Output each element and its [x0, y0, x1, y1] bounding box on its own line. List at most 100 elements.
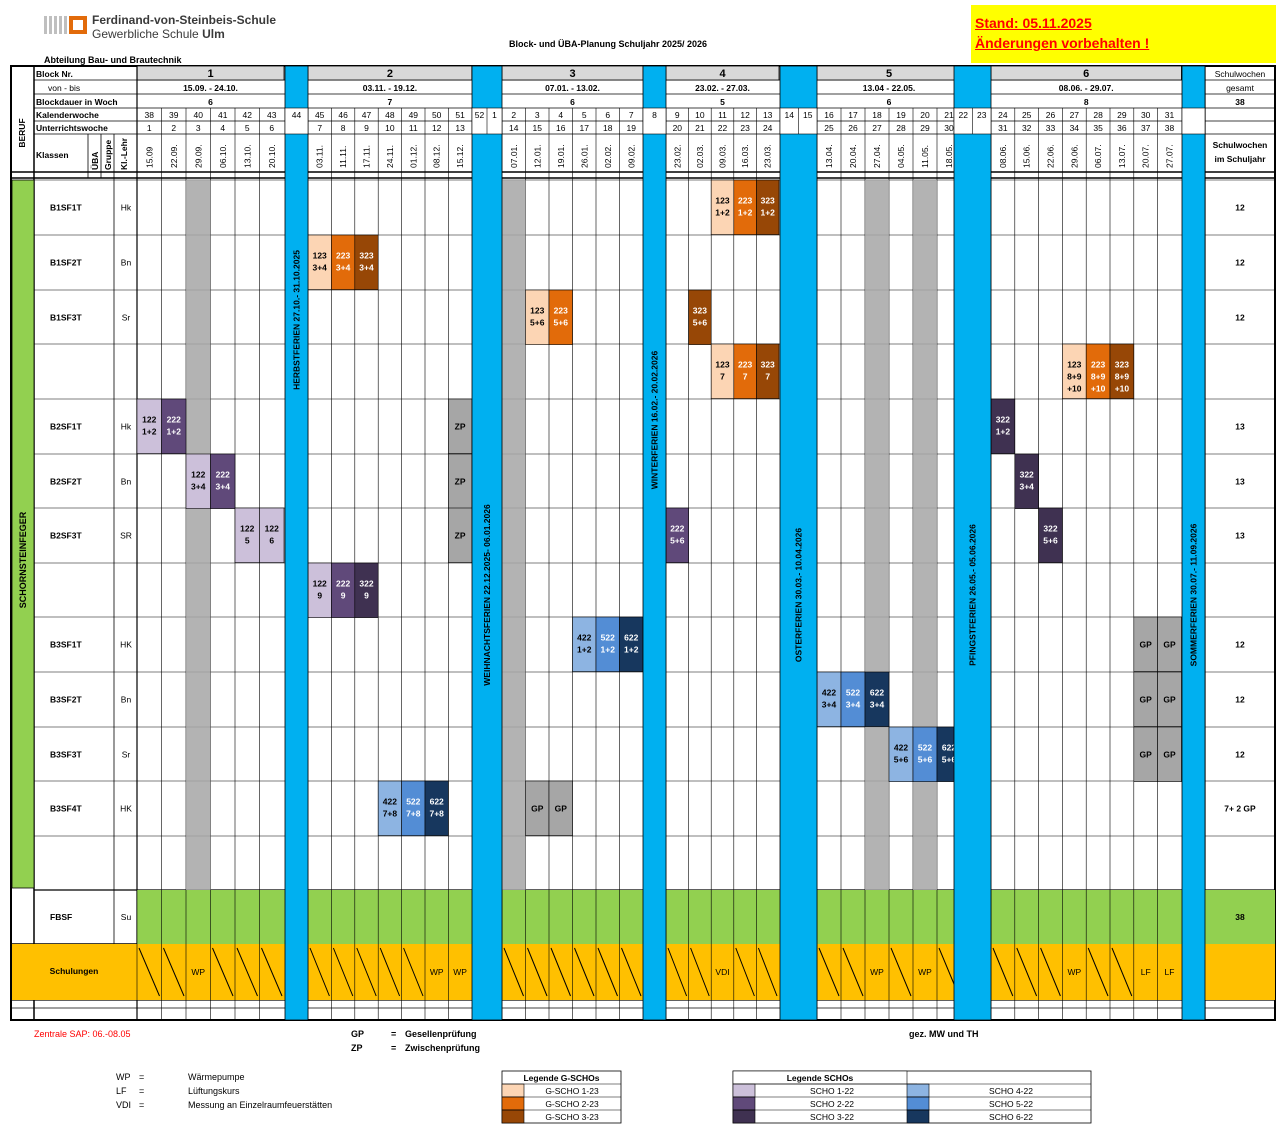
fbsf-teacher: Su [121, 912, 132, 922]
unterrichtswoche-value: 33 [1046, 123, 1056, 133]
class-teacher: SR [120, 530, 132, 540]
class-total-weeks: 7+ 2 GP [1224, 803, 1256, 813]
class-teacher: HK [120, 639, 132, 649]
school-subtitle: Gewerbliche Schule Ulm [92, 27, 225, 41]
cell-label: 323 [761, 195, 775, 205]
kalenderwoche-value: 39 [169, 110, 179, 120]
block-number: 4 [719, 68, 726, 80]
block-duration: 5 [720, 97, 725, 107]
cell-label: GP [531, 803, 544, 813]
gp-equals: = [391, 1029, 397, 1039]
schulung-slash [890, 947, 912, 997]
unterrichtswoche-value: 37 [1141, 123, 1151, 133]
kalenderwoche-value: 16 [824, 110, 834, 120]
cell-label: GP [1140, 749, 1153, 759]
schulung-slash [212, 947, 234, 997]
class-total-weeks: 13 [1235, 530, 1245, 540]
school-logo [44, 14, 88, 36]
schulung-slash [403, 947, 424, 997]
schedule-cell [888, 726, 914, 782]
cell-label: 422 [383, 796, 397, 806]
cell-label: 222 [670, 523, 684, 533]
cell-label-sub: 9 [364, 590, 369, 600]
cell-label-sub: 1+2 [760, 207, 775, 217]
cell-label: 522 [918, 742, 932, 752]
cell-label-sub: 3+4 [312, 262, 327, 272]
legend-s-label: SCHO 6-22 [989, 1112, 1033, 1122]
schulung-slash [356, 947, 377, 997]
class-teacher: Bn [121, 694, 132, 704]
kalenderwoche-value: 43 [267, 110, 277, 120]
week-date: 19.01. [556, 144, 566, 168]
week-date: 15.09 [144, 146, 154, 168]
kalenderwoche-value: 9 [675, 110, 680, 120]
week-date: 17.11. [362, 145, 372, 168]
cell-label: 222 [336, 578, 350, 588]
block-range: 03.11. - 19.12. [363, 83, 417, 93]
kalenderwoche-value: 27 [1070, 110, 1080, 120]
label-gruppe: Gruppe [103, 140, 113, 170]
schedule-cell [548, 780, 573, 836]
kalenderwoche-value: 41 [218, 110, 228, 120]
stand-box: Stand: 05.11.2025 Änderungen vorbehalten… [971, 5, 1276, 63]
block-duration: 6 [208, 97, 213, 107]
kalenderwoche-value: 47 [362, 110, 372, 120]
unterrichtswoche-value: 7 [317, 123, 322, 133]
class-total-weeks: 12 [1235, 694, 1245, 704]
cell-label-sub: 1+2 [996, 426, 1011, 436]
block-number: 5 [886, 68, 892, 80]
week-date: 02.03. [695, 144, 705, 168]
abbr-lf-eq: = [139, 1086, 145, 1096]
cell-label: 322 [1020, 469, 1034, 479]
schedule-cell [840, 671, 866, 727]
unterrichtswoche-value: 23 [740, 123, 750, 133]
week-date: 23.03. [763, 144, 773, 168]
schulung-slash [550, 947, 571, 997]
cell-label-sub: 3+4 [846, 699, 861, 709]
class-teacher: HK [120, 803, 132, 813]
kalenderwoche-value: 20 [920, 110, 930, 120]
zp-text: Zwischenprüfung [405, 1043, 480, 1053]
class-total-weeks: 13 [1235, 476, 1245, 486]
cell-label-sub: 7+8 [383, 808, 398, 818]
cell-label: 622 [624, 632, 638, 642]
fbsf-row [137, 890, 1205, 944]
class-teacher: Bn [121, 257, 132, 267]
block-range: 07.01. - 13.02. [545, 83, 600, 93]
label-schulwochen-gesamt2: gesamt [1226, 83, 1255, 93]
cell-label-sub: 3+4 [336, 262, 351, 272]
ferien-kw2: 23 [977, 110, 987, 120]
schulung-label: VDI [715, 967, 729, 977]
schulung-slash [735, 947, 755, 997]
schedule-cell [424, 780, 449, 836]
cell-label-sub: 9 [341, 590, 346, 600]
label-klassen: Klassen [36, 150, 69, 160]
ferien-label: WINTERFERIEN 16.02.- 20.02.2026 [650, 351, 660, 490]
schulung-label: WP [870, 967, 884, 977]
kalenderwoche-value: 30 [1141, 110, 1151, 120]
ferien-column [284, 65, 309, 1021]
zentrale-sap: Zentrale SAP: 06.-08.05 [34, 1029, 131, 1039]
cell-label: GP [555, 803, 568, 813]
legend-s-title: Legende SCHOs [787, 1073, 854, 1083]
label-von-bis: von - bis [48, 83, 80, 93]
class-total-weeks: 12 [1235, 257, 1245, 267]
legend-s-swatch [732, 1083, 756, 1098]
week-date: 13.04. [824, 144, 834, 168]
block-number: 3 [569, 68, 575, 80]
cell-label: 323 [1115, 359, 1129, 369]
unterrichtswoche-value: 14 [509, 123, 519, 133]
ferien-label: SOMMERFERIEN 30.07.- 11.09.2026 [1189, 523, 1199, 666]
cell-label-sub: 7+8 [406, 808, 421, 818]
class-name: B3SF4T [50, 803, 82, 813]
unterrichtswoche-value: 10 [385, 123, 395, 133]
legend-s-label: SCHO 2-22 [810, 1099, 854, 1109]
gp-abbr: GP [351, 1029, 365, 1039]
schulung-slash [163, 947, 185, 997]
schedule-cell [864, 671, 890, 727]
ferien-kw2: 15 [803, 110, 813, 120]
cell-label-sub: 5+6 [554, 317, 569, 327]
cell-label: 223 [738, 359, 752, 369]
cell-label: ZP [455, 476, 466, 486]
unterrichtswoche-value: 11 [409, 123, 418, 133]
